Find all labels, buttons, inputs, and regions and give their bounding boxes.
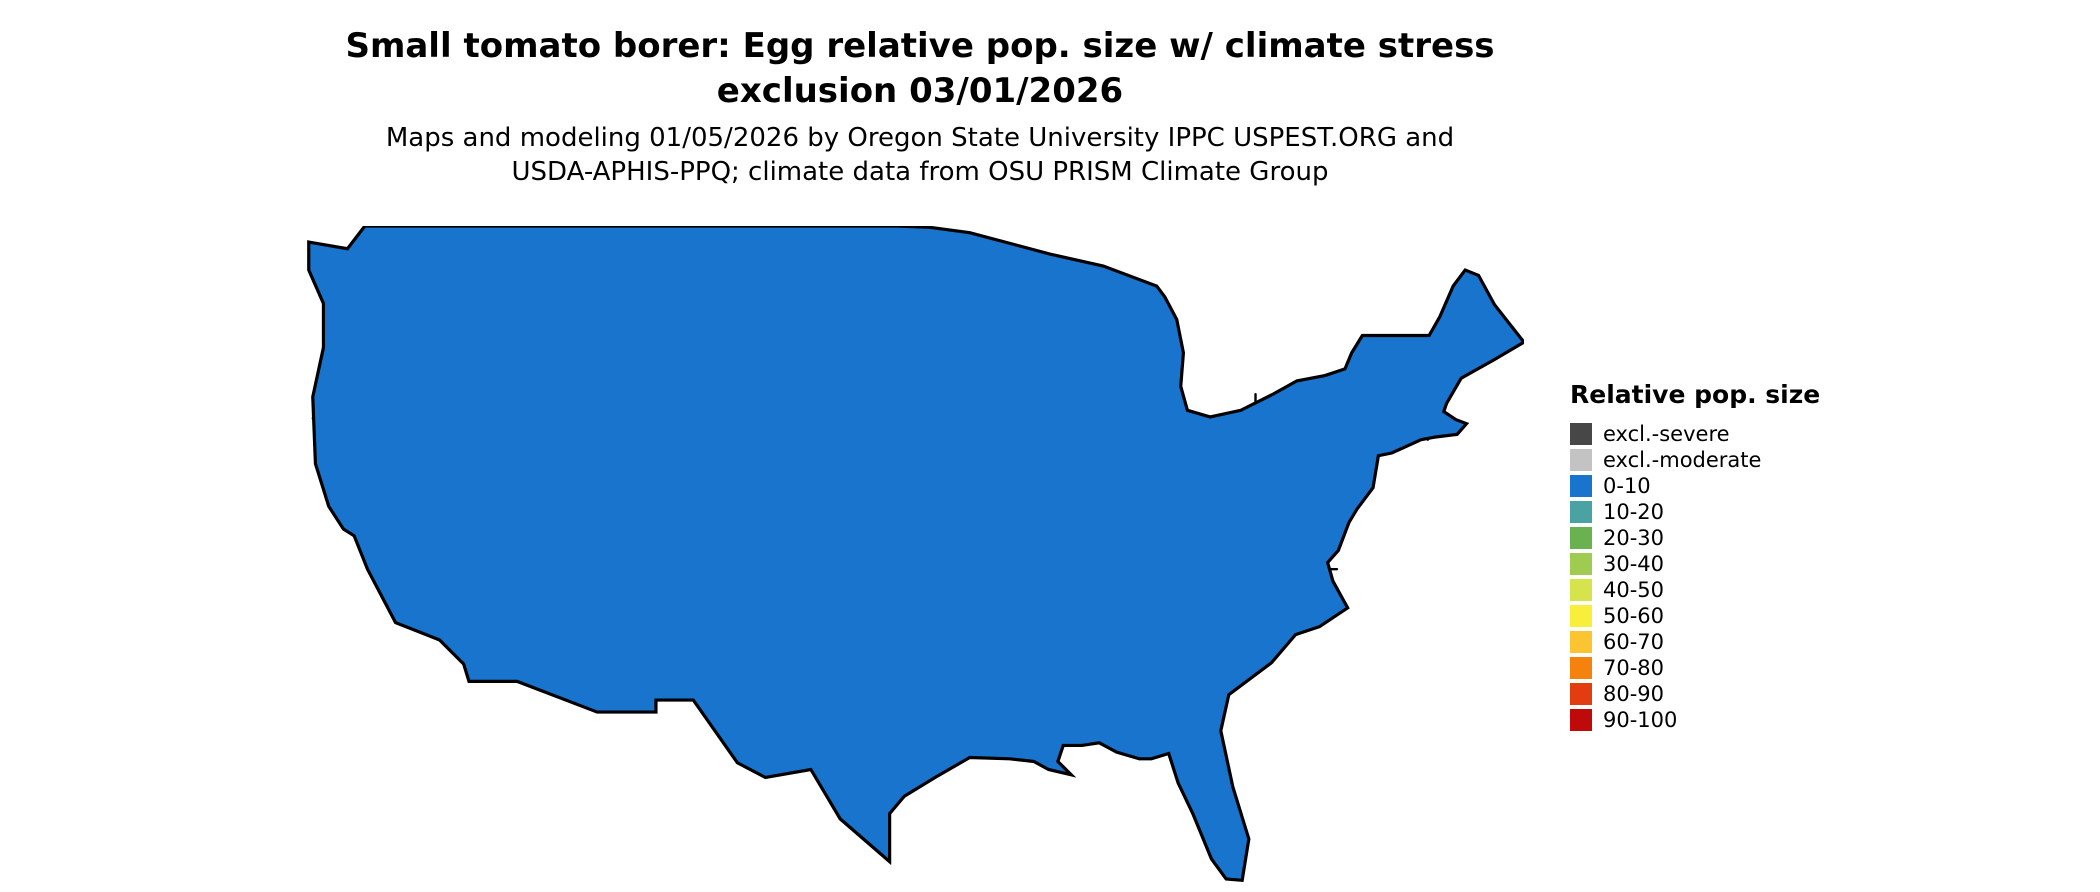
legend-item: 70-80	[1570, 655, 1820, 681]
legend-swatch	[1570, 683, 1592, 705]
legend-item-label: 70-80	[1603, 656, 1665, 680]
legend-item: 40-50	[1570, 577, 1820, 603]
legend-item: 50-60	[1570, 603, 1820, 629]
legend-swatch	[1570, 527, 1592, 549]
legend-item-label: excl.-severe	[1603, 422, 1730, 446]
map-title-line2: exclusion 03/01/2026	[716, 70, 1124, 111]
legend-item: 90-100	[1570, 707, 1820, 733]
legend-item-label: 0-10	[1603, 474, 1651, 498]
legend-item: 60-70	[1570, 629, 1820, 655]
legend-item: 80-90	[1570, 681, 1820, 707]
legend-item: excl.-severe	[1570, 421, 1820, 447]
legend-title: Relative pop. size	[1570, 380, 1821, 409]
legend-swatch	[1570, 423, 1592, 445]
legend-item-label: 90-100	[1603, 708, 1678, 732]
legend-item-label: 80-90	[1603, 682, 1665, 706]
legend-swatch	[1570, 657, 1592, 679]
legend-item: 20-30	[1570, 525, 1820, 551]
us-map-canvas	[307, 226, 1524, 882]
us-map	[302, 226, 1524, 887]
legend-item-label: 30-40	[1603, 552, 1665, 576]
legend-swatch	[1570, 475, 1592, 497]
legend-item-label: 60-70	[1603, 630, 1665, 654]
legend-swatch	[1570, 605, 1592, 627]
legend-swatch	[1570, 553, 1592, 575]
map-subtitle-line1: Maps and modeling 01/05/2026 by Oregon S…	[385, 123, 1455, 153]
map-subtitle: Maps and modeling 01/05/2026 by Oregon S…	[0, 122, 1840, 190]
legend-swatch	[1570, 579, 1592, 601]
map-legend: Relative pop. size excl.-severe excl.-mod…	[1570, 380, 1820, 733]
legend-item: 0-10	[1570, 473, 1820, 499]
legend-swatch	[1570, 709, 1592, 731]
legend-item-label: excl.-moderate	[1603, 448, 1762, 472]
map-subtitle-line2: USDA-APHIS-PPQ; climate data from OSU PR…	[511, 156, 1329, 187]
map-title-line1: Small tomato borer: Egg relative pop. si…	[345, 26, 1495, 66]
map-title: Small tomato borer: Egg relative pop. si…	[0, 24, 1840, 114]
legend-item-label: 50-60	[1603, 604, 1665, 628]
lake-erie	[1188, 388, 1275, 419]
legend-item-label: 40-50	[1603, 578, 1665, 602]
legend-swatch	[1570, 501, 1592, 523]
us-border-outline	[307, 226, 1524, 882]
legend-swatch	[1570, 631, 1592, 653]
legend-item-label: 20-30	[1603, 526, 1665, 550]
legend-item: excl.-moderate	[1570, 447, 1820, 473]
legend-items: excl.-severe excl.-moderate 0-10 10-20 20-30…	[1570, 421, 1820, 733]
legend-item-label: 10-20	[1603, 500, 1665, 524]
legend-item: 10-20	[1570, 499, 1820, 525]
legend-item: 30-40	[1570, 551, 1820, 577]
legend-swatch	[1570, 449, 1592, 471]
